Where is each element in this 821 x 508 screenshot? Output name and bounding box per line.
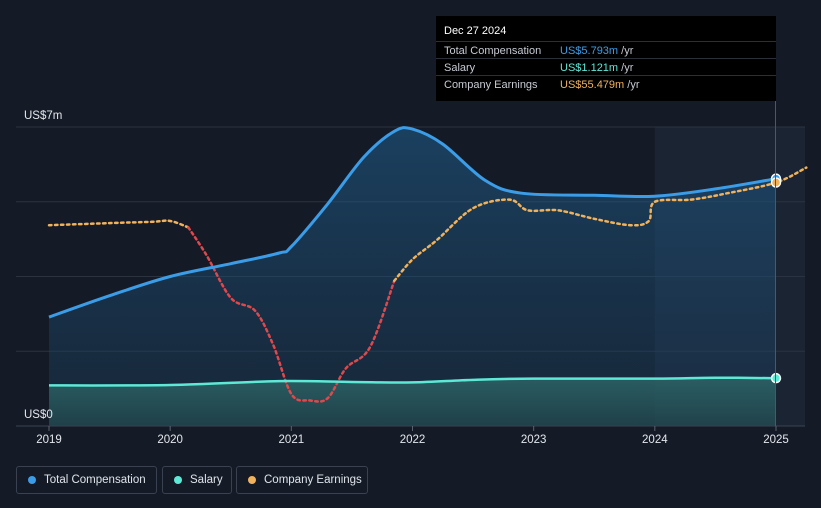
tooltip-date: Dec 27 2024: [444, 25, 507, 37]
tooltip-value-number: US$1.121m: [560, 62, 619, 74]
x-tick-label: 2020: [157, 434, 183, 446]
x-tick-label: 2022: [400, 434, 426, 446]
tooltip-row-total: Total Compensation US$5.793m /yr: [436, 41, 776, 60]
legend-label: Company Earnings: [264, 474, 362, 486]
tooltip-value: US$55.479m /yr: [560, 79, 640, 91]
tooltip-label: Company Earnings: [444, 79, 538, 91]
tooltip-label: Total Compensation: [444, 45, 542, 57]
legend-label: Salary: [190, 474, 223, 486]
legend-dot-icon: [174, 476, 182, 484]
legend-dot-icon: [248, 476, 256, 484]
legend-salary[interactable]: Salary: [162, 466, 232, 494]
y-tick-label: US$0: [24, 409, 53, 421]
total-compensation-line: [48, 126, 777, 319]
tooltip-unit: /yr: [621, 62, 634, 74]
tooltip-unit: /yr: [621, 45, 634, 57]
line-layer: [47, 126, 808, 403]
company-earnings-line-segment: [187, 226, 396, 403]
legend-dot-icon: [28, 476, 36, 484]
axis-layer: US$7m US$0 2019 2020 2021 2022 2023 2024 2025: [24, 100, 789, 446]
x-tick-label: 2021: [279, 434, 305, 446]
x-tick-label: 2019: [36, 434, 62, 446]
tooltip-value-number: US$5.793m: [560, 45, 619, 57]
hover-tooltip: Dec 27 2024 Total Compensation US$5.793m…: [436, 16, 776, 101]
company-earnings-line-segment: [393, 166, 808, 283]
legend-label: Total Compensation: [44, 474, 146, 486]
tooltip-label: Salary: [444, 62, 476, 74]
salary-line: [48, 376, 777, 387]
x-tick-label: 2023: [521, 434, 547, 446]
x-tick-label: 2024: [642, 434, 668, 446]
tooltip-value: US$5.793m /yr: [560, 45, 633, 57]
tooltip-row-salary: Salary US$1.121m /yr: [436, 58, 776, 77]
company-earnings-line-segment: [47, 219, 190, 229]
x-tick-label: 2025: [763, 434, 789, 446]
tooltip-unit: /yr: [627, 79, 640, 91]
y-tick-label: US$7m: [24, 110, 62, 122]
total-compensation-area: [49, 127, 776, 426]
tooltip-value-number: US$55.479m: [560, 79, 625, 91]
legend-company-earnings[interactable]: Company Earnings: [236, 466, 368, 494]
tooltip-value: US$1.121m /yr: [560, 62, 633, 74]
legend-total-compensation[interactable]: Total Compensation: [16, 466, 157, 494]
area-layer: [49, 127, 776, 426]
salary-area: [49, 377, 776, 426]
tooltip-row-earnings: Company Earnings US$55.479m /yr: [436, 75, 776, 94]
